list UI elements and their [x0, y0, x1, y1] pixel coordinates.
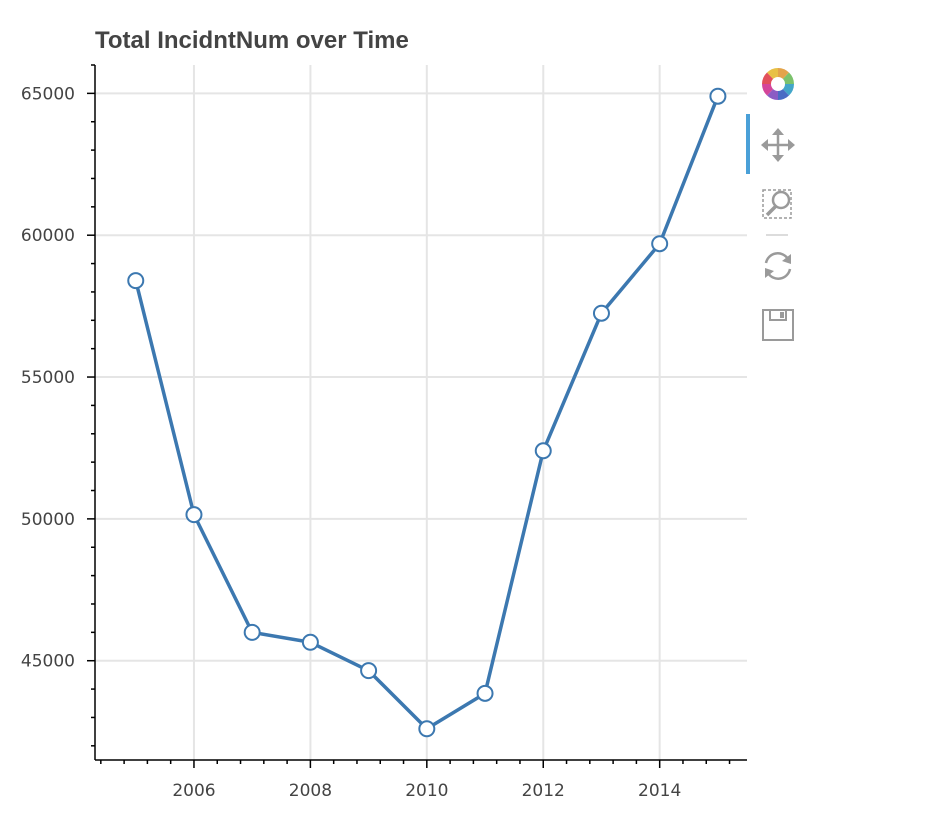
reset-icon[interactable] [764, 252, 792, 280]
y-tick-label: 60000 [21, 226, 75, 246]
y-tick-label: 45000 [21, 652, 75, 672]
data-point[interactable] [185, 506, 203, 524]
data-point[interactable] [651, 235, 669, 253]
active-tool-indicator [746, 114, 750, 174]
data-point[interactable] [301, 633, 319, 651]
bokeh-logo-icon[interactable] [762, 68, 794, 100]
pan-icon[interactable] [761, 128, 795, 162]
data-point[interactable] [476, 684, 494, 702]
save-icon[interactable] [762, 309, 794, 341]
y-grid [95, 92, 747, 662]
data-point[interactable] [360, 662, 378, 680]
y-axis-labels: 45000 50000 55000 60000 65000 [21, 84, 75, 671]
data-point[interactable] [243, 623, 261, 641]
x-tick-label: 2010 [405, 781, 448, 801]
series-points [127, 87, 727, 738]
x-tick-label: 2012 [522, 781, 565, 801]
y-tick-label: 65000 [21, 84, 75, 104]
data-point[interactable] [592, 304, 610, 322]
data-point[interactable] [127, 272, 145, 290]
data-point[interactable] [709, 87, 727, 105]
x-tick-label: 2006 [172, 781, 215, 801]
y-tick-label: 50000 [21, 510, 75, 530]
data-point[interactable] [534, 442, 552, 460]
box-zoom-icon[interactable] [762, 189, 792, 219]
y-tick-label: 55000 [21, 368, 75, 388]
x-axis-labels: 2006 2008 2010 2012 2014 [172, 781, 681, 801]
x-axis-ticks [100, 760, 731, 768]
chart-title: Total IncidntNum over Time [95, 27, 409, 54]
x-tick-label: 2014 [638, 781, 681, 801]
x-tick-label: 2008 [289, 781, 332, 801]
x-grid [192, 65, 661, 760]
y-axis-ticks [87, 64, 95, 747]
toolbar [746, 68, 795, 341]
data-point[interactable] [418, 720, 436, 738]
